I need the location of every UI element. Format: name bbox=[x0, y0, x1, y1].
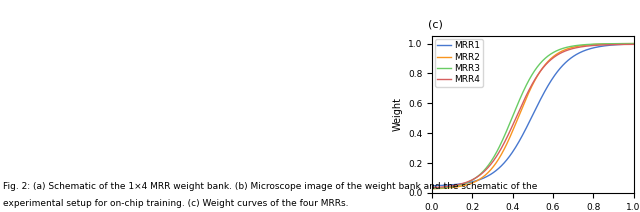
Text: (c): (c) bbox=[428, 20, 443, 30]
MRR1 bbox=[548, 78, 556, 81]
Line: MRR3: MRR3 bbox=[432, 43, 634, 188]
MRR2 bbox=[548, 56, 556, 59]
Text: experimental setup for on-chip training. (c) Weight curves of the four MRRs.: experimental setup for on-chip training.… bbox=[3, 199, 349, 208]
MRR2 bbox=[611, 42, 619, 45]
MRR1 bbox=[428, 184, 436, 187]
Legend: MRR1, MRR2, MRR3, MRR4: MRR1, MRR2, MRR3, MRR4 bbox=[435, 39, 483, 87]
MRR4 bbox=[547, 58, 555, 61]
MRR2 bbox=[428, 187, 436, 190]
MRR2 bbox=[552, 54, 559, 56]
MRR3 bbox=[548, 52, 556, 54]
Text: Fig. 2: (a) Schematic of the 1×4 MRR weight bank. (b) Microscope image of the we: Fig. 2: (a) Schematic of the 1×4 MRR wei… bbox=[3, 182, 538, 191]
MRR4 bbox=[428, 186, 436, 189]
Y-axis label: Weight: Weight bbox=[392, 98, 403, 131]
MRR1 bbox=[598, 45, 605, 47]
MRR3 bbox=[598, 43, 605, 45]
Line: MRR2: MRR2 bbox=[432, 44, 634, 189]
MRR4 bbox=[598, 44, 605, 46]
MRR1 bbox=[630, 43, 637, 45]
Line: MRR4: MRR4 bbox=[432, 44, 634, 188]
MRR4 bbox=[429, 186, 436, 189]
MRR3 bbox=[630, 42, 637, 45]
MRR1 bbox=[552, 73, 559, 76]
MRR3 bbox=[611, 42, 619, 45]
MRR4 bbox=[630, 43, 637, 46]
MRR2 bbox=[598, 43, 605, 45]
MRR1 bbox=[547, 79, 555, 82]
MRR2 bbox=[630, 42, 637, 45]
MRR3 bbox=[428, 187, 436, 190]
MRR3 bbox=[429, 187, 436, 190]
MRR2 bbox=[429, 187, 436, 190]
MRR4 bbox=[611, 43, 619, 46]
MRR1 bbox=[429, 184, 436, 187]
MRR2 bbox=[547, 57, 555, 60]
MRR3 bbox=[552, 50, 559, 53]
Line: MRR1: MRR1 bbox=[432, 44, 634, 186]
MRR1 bbox=[611, 43, 619, 46]
MRR4 bbox=[548, 57, 556, 60]
MRR4 bbox=[552, 55, 559, 57]
MRR3 bbox=[547, 52, 555, 55]
